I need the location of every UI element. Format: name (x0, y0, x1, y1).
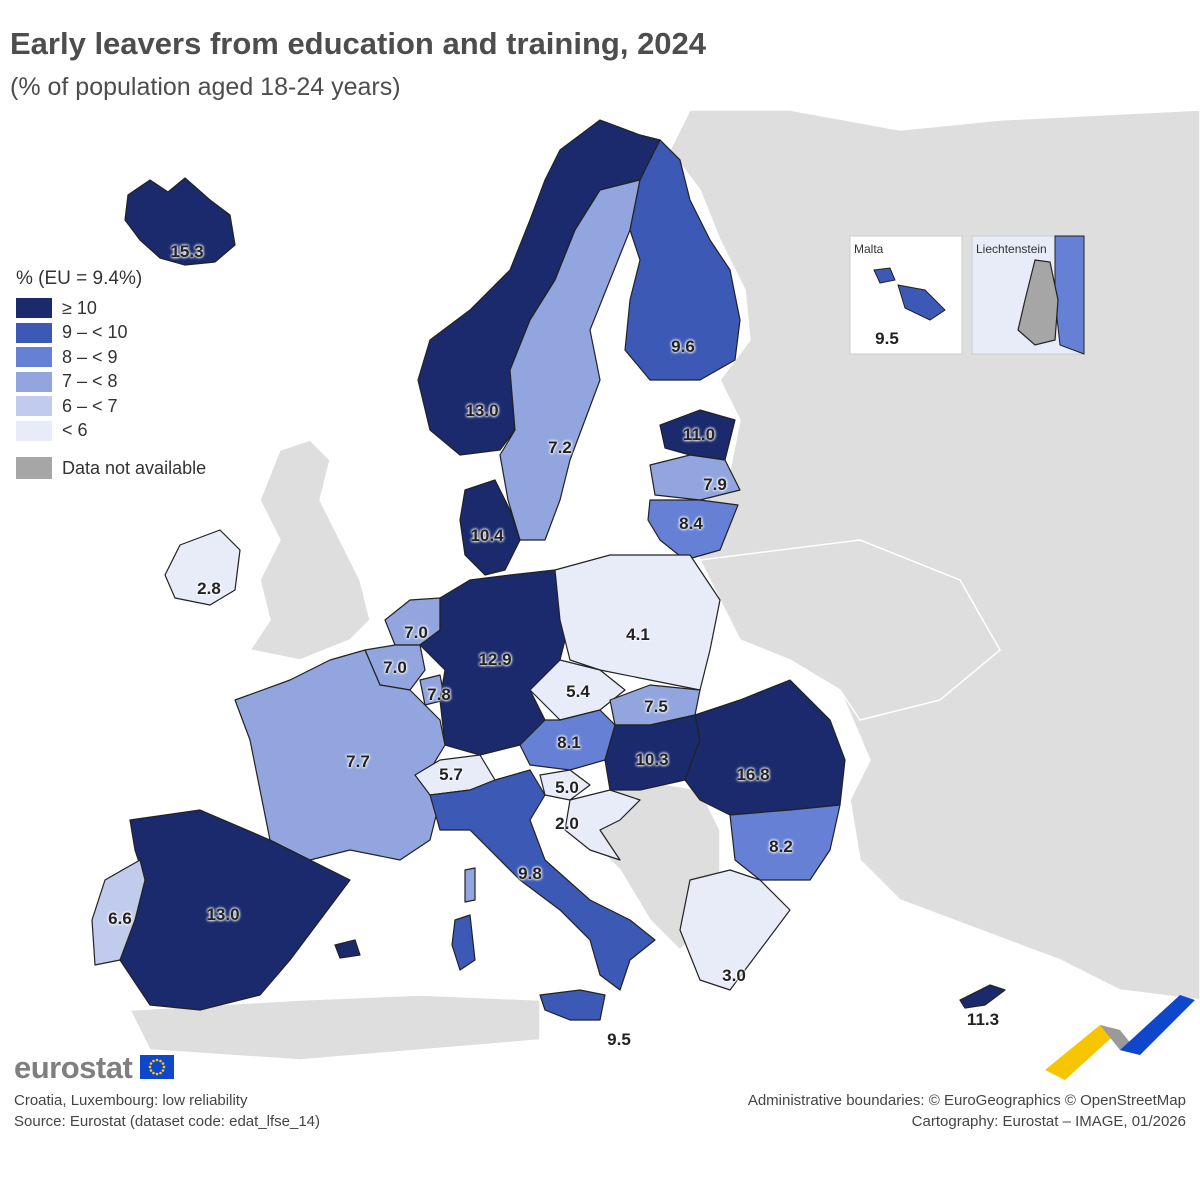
liechtenstein-neighbour (1054, 235, 1085, 355)
corsica-shape (464, 867, 476, 903)
value-france: 7.7 (346, 752, 370, 771)
iceland-shape (124, 177, 236, 266)
value-lithuania: 8.4 (679, 514, 703, 533)
legend-swatch (16, 347, 52, 368)
map-title: Early leavers from education and trainin… (10, 26, 707, 61)
legend-label: 8 – < 9 (62, 346, 118, 367)
value-malta: 9.5 (875, 329, 899, 348)
value-sweden: 7.2 (548, 438, 572, 457)
legend-item: 7 – < 8 (16, 370, 206, 395)
legend-label: ≥ 10 (62, 297, 97, 318)
malta-inset-label: Malta (854, 242, 884, 256)
value-sicily: 9.5 (607, 1030, 631, 1049)
slovenia-shape (539, 769, 591, 801)
sweden-shape (499, 179, 641, 541)
ireland-shape (164, 529, 241, 606)
value-germany: 12.9 (478, 650, 512, 669)
value-netherlands: 7.0 (404, 623, 428, 642)
croatia-shape (564, 789, 641, 861)
legend-label: 9 – < 10 (62, 322, 128, 343)
romania-shape (684, 679, 846, 816)
value-slovenia: 5.0 (555, 778, 579, 797)
countries (91, 119, 1006, 1021)
legend-title: % (EU = 9.4%) (16, 268, 143, 289)
value-croatia: 2.0 (555, 814, 579, 833)
value-bulgaria: 8.2 (769, 837, 793, 856)
value-slovakia: 7.5 (644, 697, 668, 716)
eu-flag-icon (140, 1055, 174, 1079)
value-norway: 13.0 (465, 401, 499, 420)
footnote-boundaries: Administrative boundaries: © EuroGeograp… (747, 1092, 1186, 1109)
legend-swatch (16, 322, 52, 343)
value-latvia: 7.9 (703, 475, 727, 494)
footnote-cartography: Cartography: Eurostat – IMAGE, 01/2026 (911, 1113, 1186, 1130)
eu-stars-icon (148, 1058, 166, 1076)
logo-stripe-yellow (1045, 1025, 1120, 1080)
legend-label: 7 – < 8 (62, 371, 118, 392)
sardinia-shape (451, 914, 476, 971)
legend-swatch (16, 371, 52, 392)
balearic-shape (334, 939, 361, 959)
legend-item: 6 – < 7 (16, 394, 206, 419)
value-czechia: 5.4 (566, 682, 590, 701)
sicily-shape (539, 989, 606, 1021)
legend-swatch (16, 298, 52, 319)
footnote-source: Source: Eurostat (dataset code: edat_lfs… (14, 1113, 321, 1130)
portugal-shape (91, 859, 146, 966)
value-switzerland: 5.7 (439, 765, 463, 784)
legend-item: ≥ 10 (16, 296, 206, 321)
legend: % (EU = 9.4%) ≥ 10 9 – < 10 8 – < 9 7 – … (16, 268, 206, 479)
great-britain (248, 439, 371, 661)
legend-swatch (16, 457, 52, 479)
ukraine (698, 539, 1001, 721)
map-subtitle: (% of population aged 18-24 years) (10, 73, 401, 101)
liechtenstein-shape (1017, 259, 1059, 346)
value-hungary: 10.3 (635, 750, 669, 769)
malta-shape (873, 267, 946, 321)
lithuania-shape (647, 499, 739, 561)
footnote-reliability: Croatia, Luxembourg: low reliability (14, 1092, 248, 1109)
value-austria: 8.1 (557, 733, 581, 752)
north-africa (128, 994, 541, 1061)
legend-item: < 6 (16, 419, 206, 444)
eurostat-logo: eurostat (14, 1050, 133, 1085)
logo-stripe-blue (1120, 995, 1195, 1055)
liechtenstein-inset-label: Liechtenstein (976, 242, 1047, 256)
legend-swatch (16, 420, 52, 441)
legend-label: 6 – < 7 (62, 395, 118, 416)
map-logo (1045, 995, 1195, 1080)
value-cyprus: 11.3 (966, 1010, 1000, 1029)
value-romania: 16.8 (736, 765, 770, 784)
latvia-shape (649, 454, 741, 501)
value-estonia: 11.0 (682, 425, 716, 444)
legend-item-not-available: Data not available (16, 457, 206, 479)
legend-label: < 6 (62, 420, 88, 441)
value-finland: 9.6 (671, 337, 695, 356)
legend-item: 9 – < 10 (16, 321, 206, 346)
value-ireland: 2.8 (197, 579, 221, 598)
greece-shape (679, 869, 791, 991)
value-greece: 3.0 (722, 966, 746, 985)
legend-item: 8 – < 9 (16, 345, 206, 370)
denmark-shape (459, 479, 521, 576)
value-italy: 9.8 (518, 864, 542, 883)
legend-swatch (16, 396, 52, 417)
cyprus-shape (959, 984, 1006, 1009)
italy-shape (429, 769, 656, 991)
value-luxembourg: 7.8 (427, 685, 451, 704)
value-iceland: 15.3 (170, 242, 204, 261)
value-belgium: 7.0 (383, 658, 407, 677)
bulgaria-shape (729, 804, 841, 881)
finland-shape (624, 139, 741, 381)
value-denmark: 10.4 (470, 526, 504, 545)
value-poland: 4.1 (626, 625, 650, 644)
legend-label: Data not available (62, 457, 207, 478)
value-spain: 13.0 (206, 905, 240, 924)
value-portugal: 6.6 (108, 909, 132, 928)
